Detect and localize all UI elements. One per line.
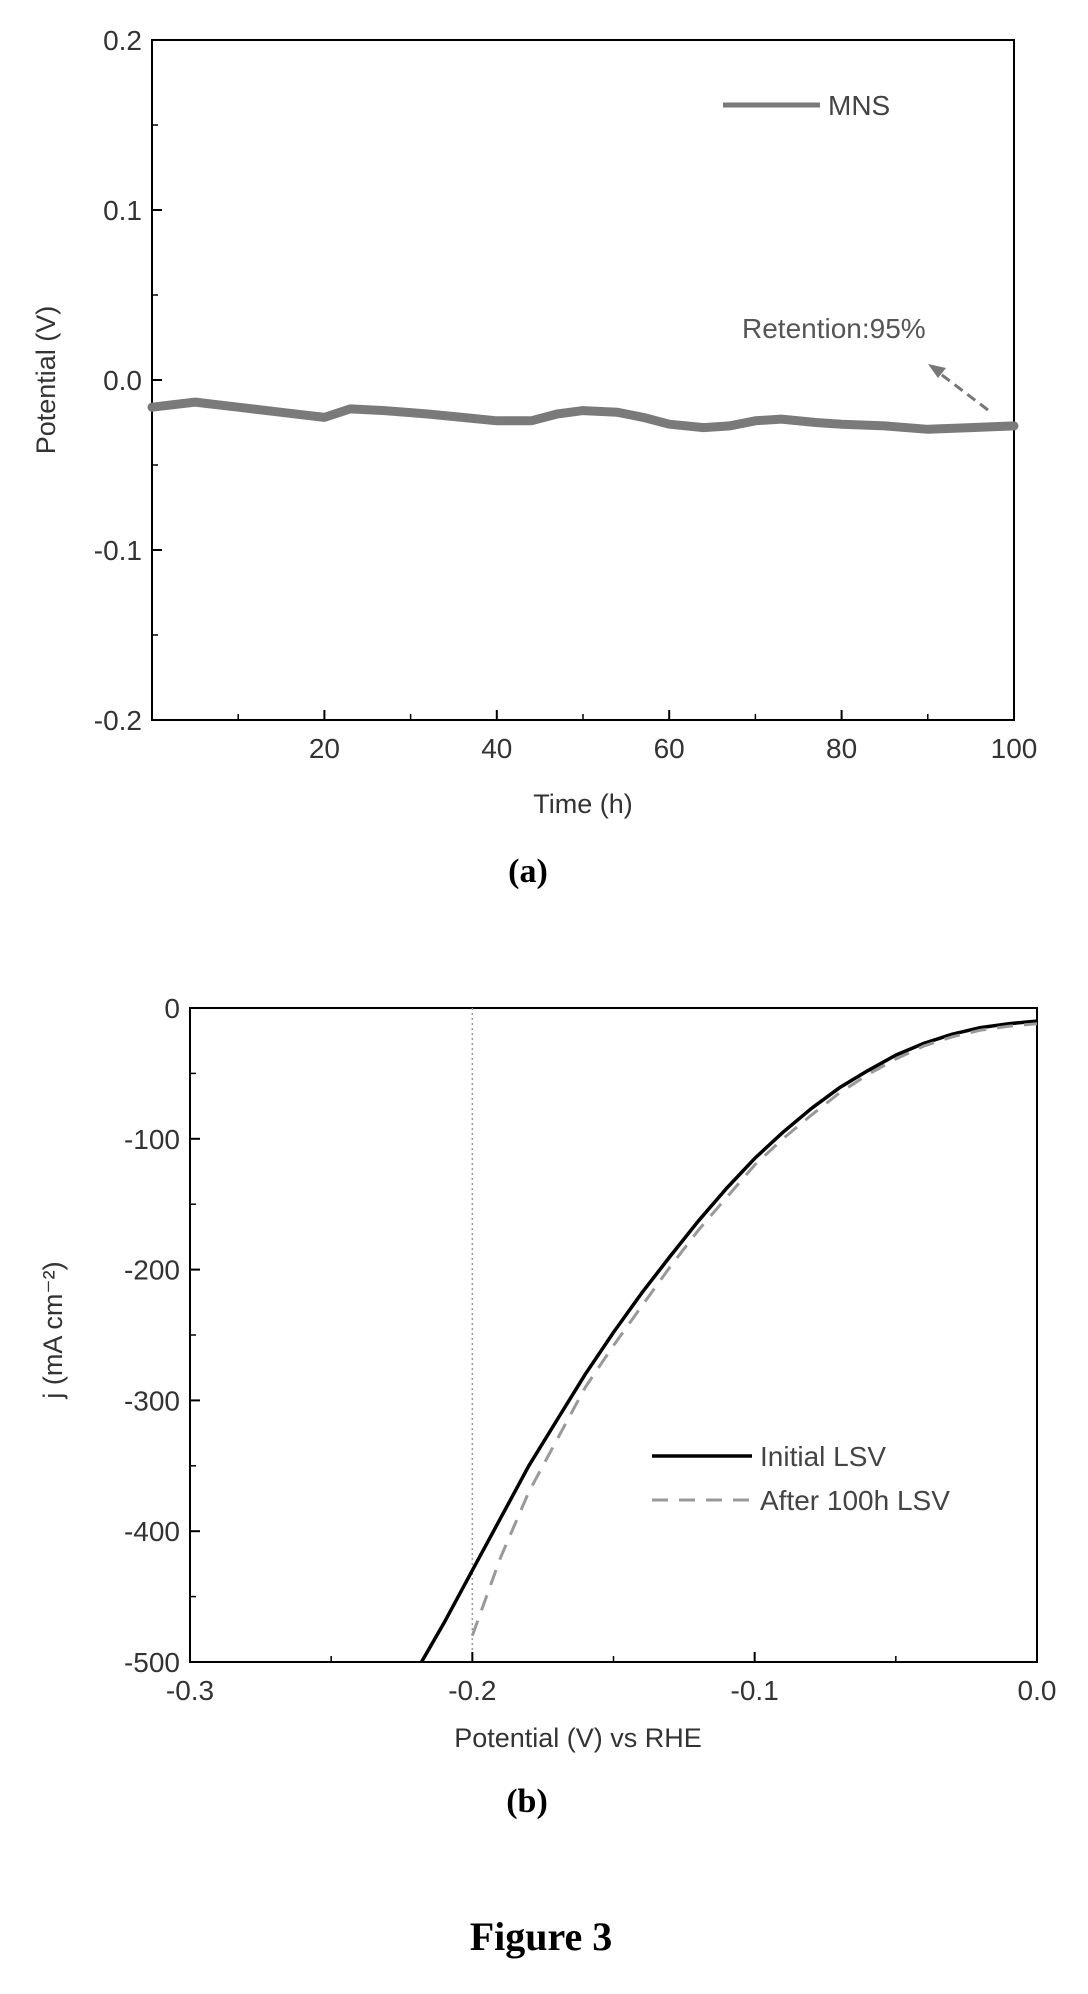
y-tick-label: -100 [124, 1124, 180, 1155]
chart-a-y-ticks: 0.2 0.1 0.0 -0.1 -0.2 [94, 25, 162, 736]
y-tick-label: 0.1 [103, 195, 142, 226]
y-tick-label: -300 [124, 1385, 180, 1416]
chart-a-annotation: Retention:95% [742, 313, 926, 344]
y-tick-label: 0.0 [103, 365, 142, 396]
chart-b-legend-label-initial: Initial LSV [760, 1441, 886, 1472]
y-tick-label: -500 [124, 1647, 180, 1678]
y-tick-label: -0.2 [94, 705, 142, 736]
chart-b: 0 -100 -200 -300 -400 -500 -0.3 -0.2 -0.1 0.0 In… [38, 993, 1056, 1820]
chart-b-series-after-100h [470, 1022, 1038, 1637]
chart-a-y-axis-label: Potential (V) [31, 306, 61, 455]
x-tick-label: 60 [654, 733, 685, 764]
chart-a-annotation-arrow [937, 370, 989, 412]
y-tick-label: 0.2 [103, 25, 142, 56]
chart-b-y-axis-label: j (mA cm⁻²) [38, 1261, 68, 1399]
y-tick-label: 0 [164, 993, 180, 1024]
chart-b-caption: (b) [506, 1783, 548, 1820]
chart-a-x-ticks: 20 40 60 80 100 [237, 710, 1038, 764]
chart-a-caption: (a) [508, 853, 548, 890]
x-tick-label: 40 [481, 733, 512, 764]
y-tick-label: -200 [124, 1255, 180, 1286]
x-tick-label: 0.0 [1018, 1675, 1057, 1706]
y-tick-label: -400 [124, 1516, 180, 1547]
chart-b-y-ticks: 0 -100 -200 -300 -400 -500 [124, 993, 200, 1678]
x-tick-label: -0.1 [731, 1675, 779, 1706]
chart-a-annotation-arrowhead [928, 364, 946, 378]
chart-a-x-axis-label: Time (h) [533, 789, 633, 819]
figure-caption: Figure 3 [470, 1914, 613, 1959]
chart-a-frame [151, 39, 1015, 721]
chart-a: 0.2 0.1 0.0 -0.1 -0.2 20 40 60 80 100 MNS Retent… [31, 25, 1037, 890]
x-tick-label: 100 [991, 733, 1038, 764]
chart-a-legend-label: MNS [828, 90, 890, 121]
x-tick-label: 80 [826, 733, 857, 764]
y-tick-label: -0.1 [94, 535, 142, 566]
chart-b-x-ticks: -0.3 -0.2 -0.1 0.0 [166, 1652, 1057, 1706]
x-tick-label: 20 [309, 733, 340, 764]
chart-a-series-line [147, 397, 1019, 434]
x-tick-label: -0.2 [448, 1675, 496, 1706]
chart-b-legend-label-after: After 100h LSV [760, 1485, 950, 1516]
chart-b-series-initial [419, 1019, 1038, 1663]
chart-b-x-axis-label: Potential (V) vs RHE [454, 1723, 702, 1753]
x-tick-label: -0.3 [166, 1675, 214, 1706]
